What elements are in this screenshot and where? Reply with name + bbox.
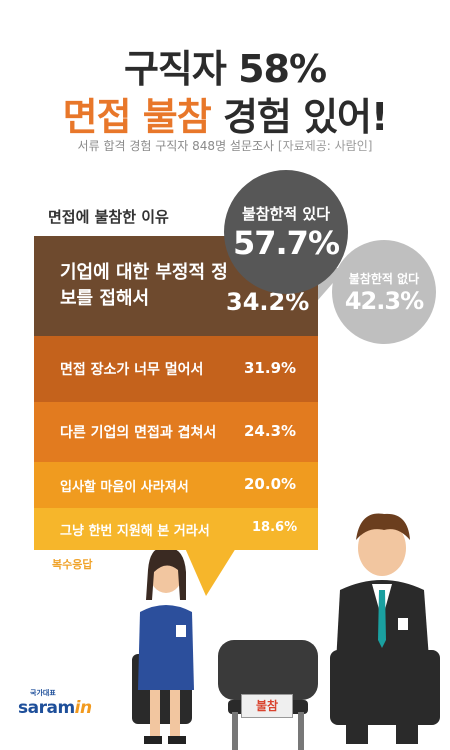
speech-tail bbox=[185, 548, 236, 596]
page-title-line1: 구직자 58% bbox=[123, 47, 327, 91]
multiple-response-note: 복수응답 bbox=[52, 558, 93, 571]
bar-value-3: 24.3% bbox=[244, 421, 297, 440]
stat-no-value: 42.3% bbox=[344, 286, 424, 315]
stat-yes-label: 불참한적 있다 bbox=[241, 204, 331, 223]
bar-label-1: 기업에 대한 부정적 정보를 접해서 bbox=[60, 262, 228, 309]
title-highlight: 면접 불참 bbox=[62, 95, 212, 139]
bar-label-4: 입사할 마음이 사라져서 bbox=[60, 479, 189, 495]
bar-value-5: 18.6% bbox=[252, 519, 298, 535]
stat-circle-yes: 불참한적 있다 57.7% bbox=[224, 170, 348, 294]
bar-2 bbox=[34, 336, 318, 402]
stat-no-label: 불참한적 없다 bbox=[348, 271, 420, 286]
bar-5 bbox=[34, 508, 318, 550]
survey-description: 서류 합격 경험 구직자 848명 설문조사 bbox=[77, 139, 275, 153]
chart-title: 면접에 불참한 이유 bbox=[48, 208, 169, 226]
chair-sign: 불참 bbox=[241, 694, 293, 718]
bar-4 bbox=[34, 462, 318, 508]
woman-figure bbox=[132, 547, 194, 744]
stat-yes-value: 57.7% bbox=[232, 223, 340, 262]
bar-label-3: 다른 기업의 면접과 겹쳐서 bbox=[60, 425, 217, 442]
survey-subtitle: 서류 합격 경험 구직자 848명 설문조사 [자료제공: 사람인] bbox=[0, 137, 450, 154]
bar-value-4: 20.0% bbox=[244, 474, 297, 493]
title-rest: 경험 있어! bbox=[210, 95, 388, 139]
saramin-logo: 국가대표 saramin bbox=[18, 688, 92, 718]
page-title-line2: 면접 불참 경험 있어! bbox=[0, 86, 450, 141]
bar-3 bbox=[34, 402, 318, 462]
logo-brand-suffix: in bbox=[74, 698, 92, 718]
bar-label-2: 면접 장소가 너무 멀어서 bbox=[60, 362, 204, 379]
man-figure bbox=[330, 513, 440, 744]
logo-brand-main: saram bbox=[18, 698, 75, 718]
bar-value-2: 31.9% bbox=[244, 358, 297, 377]
stat-circle-no: 불참한적 없다 42.3% bbox=[332, 240, 436, 344]
bar-label-5: 그냥 한번 지원해 본 거라서 bbox=[60, 523, 210, 539]
bar-group bbox=[34, 236, 318, 550]
source-credit: [자료제공: 사람인] bbox=[277, 139, 373, 153]
logo-brand: saramin bbox=[18, 698, 92, 718]
logo-tagline: 국가대표 bbox=[30, 689, 56, 697]
